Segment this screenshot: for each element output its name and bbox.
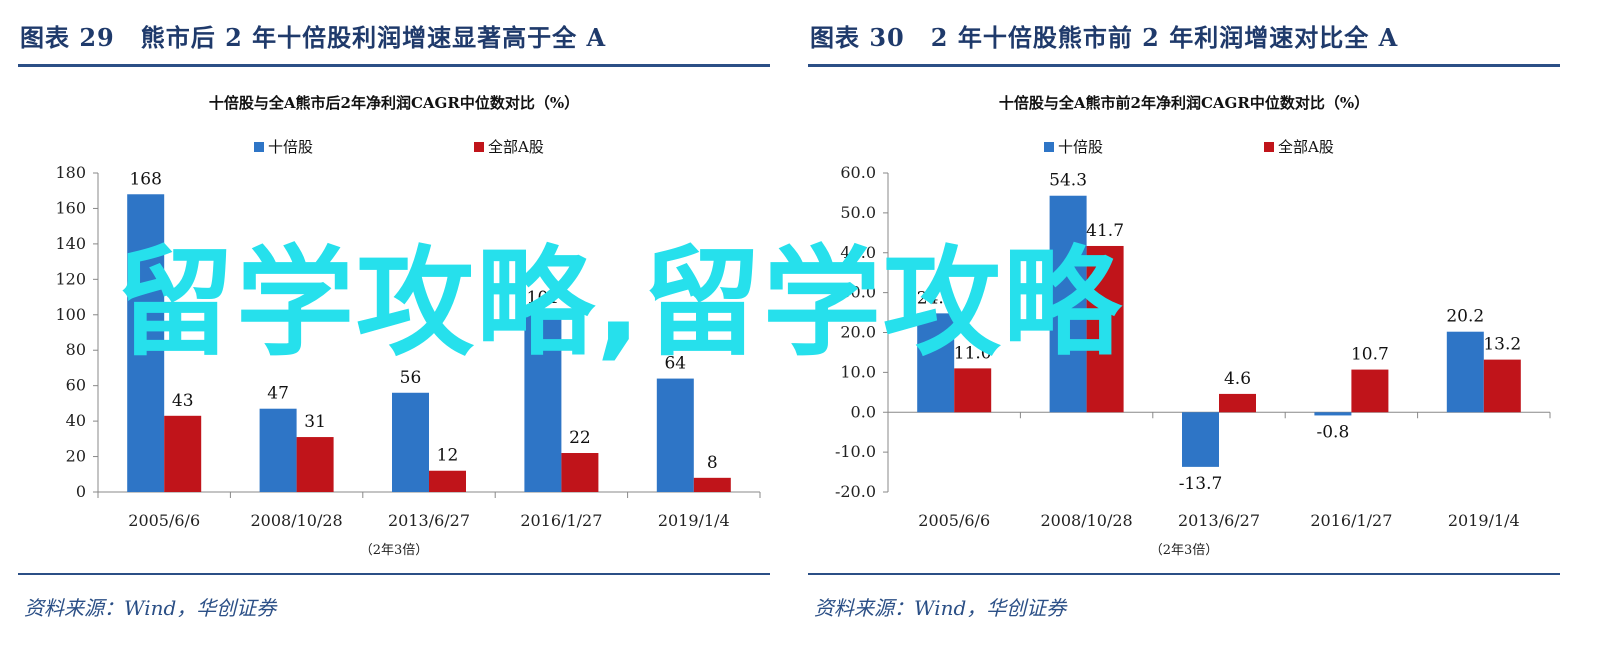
bar: [1314, 412, 1352, 416]
bottom-rule: [808, 573, 1560, 575]
x-tick-label: 2005/6/6: [918, 511, 990, 530]
top-rule: [18, 64, 770, 67]
legend-label: 十倍股: [268, 138, 313, 156]
bar: [917, 313, 955, 413]
data-label: 168: [129, 169, 161, 189]
data-label: 47: [267, 384, 289, 404]
bar: [164, 415, 202, 492]
data-label: 24.8: [917, 288, 955, 308]
y-tick-label: 20.0: [840, 323, 876, 342]
y-tick-label: 180: [55, 163, 86, 182]
data-label: 101: [527, 288, 559, 308]
y-tick-label: 160: [55, 198, 86, 217]
data-label: 20.2: [1446, 307, 1484, 327]
y-tick-label: 20: [66, 447, 86, 466]
data-label: 10.7: [1351, 345, 1389, 365]
bar: [1446, 331, 1484, 413]
legend-swatch: [474, 142, 484, 152]
x-tick-label: 2013/6/27: [1178, 511, 1260, 530]
y-tick-label: 40: [66, 411, 86, 430]
x-tick-label: 2016/1/27: [520, 511, 602, 530]
bar: [1182, 412, 1219, 467]
source-note: 资料来源：Wind，华创证券: [814, 596, 1067, 620]
data-label: 56: [400, 368, 422, 388]
bar: [656, 378, 694, 492]
x-axis-note: （2年3倍）: [360, 543, 429, 558]
legend-label: 全部A股: [1278, 138, 1334, 156]
y-tick-label: 60.0: [840, 163, 876, 182]
y-tick-label: 60: [66, 376, 86, 395]
bar: [954, 368, 992, 413]
bar: [429, 470, 466, 492]
legend-swatch: [254, 142, 264, 152]
legend-swatch: [1264, 142, 1274, 152]
bar: [296, 437, 334, 492]
bar: [1483, 359, 1521, 413]
data-label: 12: [437, 446, 459, 466]
data-label: 8: [707, 453, 718, 473]
bar: [392, 392, 429, 492]
data-label: 4.6: [1224, 369, 1251, 389]
figure-number: 图表 29: [20, 23, 115, 52]
y-tick-label: 30.0: [840, 283, 876, 302]
data-label: 43: [172, 391, 194, 411]
legend-label: 全部A股: [488, 138, 544, 156]
bar: [1049, 195, 1087, 413]
x-tick-label: 2019/1/4: [658, 511, 730, 530]
data-label: 22: [569, 428, 591, 448]
x-axis-note: （2年3倍）: [1150, 543, 1219, 558]
y-tick-label: 140: [55, 234, 86, 253]
bar: [1351, 369, 1389, 413]
data-label: 64: [664, 354, 686, 374]
x-tick-label: 2019/1/4: [1448, 511, 1520, 530]
data-label: 41.7: [1086, 221, 1124, 241]
legend-swatch: [1044, 142, 1054, 152]
chart-title: 十倍股与全A熊市前2年净利润CAGR中位数对比（%）: [999, 94, 1369, 112]
y-tick-label: -20.0: [835, 482, 876, 501]
source-note: 资料来源：Wind，华创证券: [24, 596, 277, 620]
legend-label: 十倍股: [1058, 138, 1103, 156]
bottom-rule: [18, 573, 770, 575]
bar: [1219, 393, 1256, 413]
figure-title: 图表 29 熊市后 2 年十倍股利润增速显著高于全 A: [20, 18, 606, 53]
data-label: 31: [304, 412, 326, 432]
y-tick-label: 120: [55, 269, 86, 288]
bar: [259, 408, 297, 492]
x-tick-label: 2008/10/28: [1040, 511, 1132, 530]
y-tick-label: 0.0: [851, 402, 876, 421]
y-tick-label: 100: [55, 305, 86, 324]
y-tick-label: 50.0: [840, 203, 876, 222]
figure-title: 图表 30 2 年十倍股熊市前 2 年利润增速对比全 A: [810, 18, 1398, 53]
y-tick-label: 0: [76, 482, 86, 501]
bar-chart-after-bear: 十倍股与全A熊市后2年净利润CAGR中位数对比（%） 十倍股 全部A股 0 20 40 60…: [55, 94, 761, 558]
bar: [127, 194, 165, 492]
x-tick-label: 2008/10/28: [250, 511, 342, 530]
x-tick-label: 2005/6/6: [128, 511, 200, 530]
bar: [693, 477, 731, 492]
y-tick-label: -10.0: [835, 442, 876, 461]
top-rule: [808, 64, 1560, 67]
figure-number: 图表 30: [810, 23, 905, 52]
bar: [524, 313, 562, 492]
bar: [1086, 245, 1124, 413]
figure-panel-30: 图表 30 2 年十倍股熊市前 2 年利润增速对比全 A 十倍股与全A熊市前2年净…: [808, 0, 1578, 651]
y-tick-label: 10.0: [840, 362, 876, 381]
bar-chart-before-bear: 十倍股与全A熊市前2年净利润CAGR中位数对比（%） 十倍股 全部A股 -20.0 -1…: [835, 94, 1551, 558]
x-tick-label: 2016/1/27: [1310, 511, 1392, 530]
data-label: 54.3: [1049, 171, 1087, 191]
bar: [561, 453, 599, 492]
data-label: -13.7: [1179, 474, 1223, 494]
y-tick-label: 80: [66, 340, 86, 359]
figure-caption: 熊市后 2 年十倍股利润增速显著高于全 A: [140, 23, 607, 52]
x-tick-label: 2013/6/27: [388, 511, 470, 530]
chart-title: 十倍股与全A熊市后2年净利润CAGR中位数对比（%）: [209, 94, 579, 112]
figure-caption: 2 年十倍股熊市前 2 年利润增速对比全 A: [930, 23, 1399, 52]
figure-panel-29: 图表 29 熊市后 2 年十倍股利润增速显著高于全 A 十倍股与全A熊市后2年净利…: [18, 0, 788, 651]
data-label: -0.8: [1317, 422, 1350, 442]
data-label: 13.2: [1483, 335, 1521, 355]
data-label: 11.0: [954, 343, 992, 363]
y-tick-label: 40.0: [840, 243, 876, 262]
